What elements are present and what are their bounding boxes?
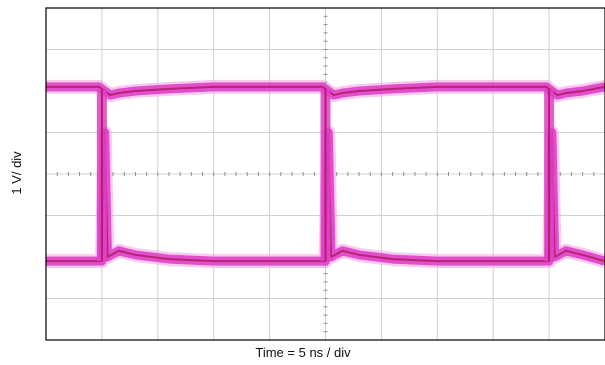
x-axis-label: Time = 5 ns / div: [255, 345, 351, 360]
edge-transition-core: [100, 88, 103, 262]
eye-traces: [46, 79, 605, 269]
y-axis-label: 1 V/ div: [9, 151, 24, 195]
edge-transition-core: [548, 88, 551, 262]
edge-transition-core: [324, 88, 327, 262]
plot-frame: [45, 7, 605, 341]
